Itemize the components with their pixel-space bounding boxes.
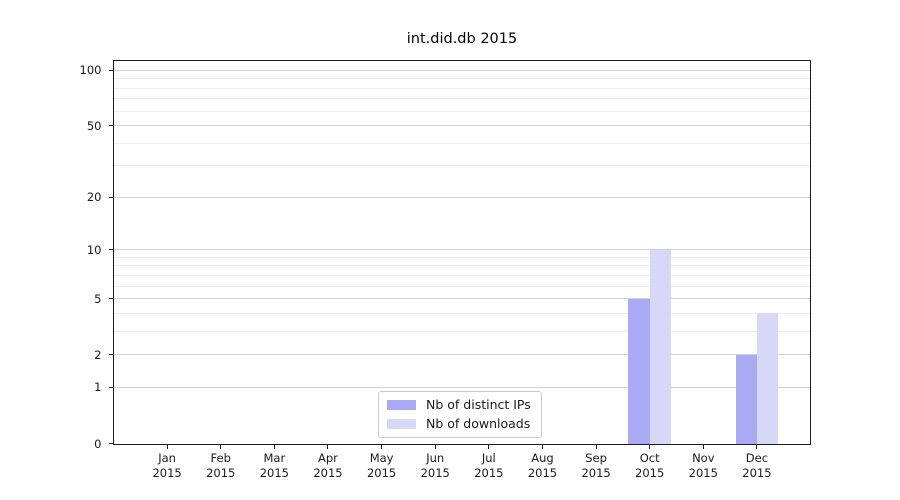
y-tick [109, 196, 113, 198]
legend-label-distinct-ips: Nb of distinct IPs [426, 397, 531, 412]
bar-dec-downloads [756, 313, 779, 445]
y-gridline-minor [114, 285, 810, 287]
x-tick-label: Dec 2015 [742, 450, 772, 481]
x-tick [649, 445, 651, 449]
y-gridline-minor [114, 87, 810, 89]
x-tick-label: Aug 2015 [527, 450, 558, 481]
legend-item-downloads: Nb of downloads [387, 417, 541, 431]
x-tick-label: Jul 2015 [474, 450, 504, 481]
y-tick [109, 125, 113, 127]
x-tick [434, 445, 436, 449]
bar-oct-downloads [649, 249, 672, 445]
x-tick-label: Apr 2015 [313, 450, 343, 481]
x-tick-label: Jan 2015 [152, 450, 182, 481]
legend-swatch-distinct-ips [387, 400, 416, 410]
y-tick-label: 100 [79, 63, 102, 78]
y-gridline-minor [114, 274, 810, 276]
bar-oct-distinct-ips [628, 298, 650, 445]
x-tick-label: May 2015 [366, 450, 397, 481]
x-tick-label: Jun 2015 [420, 450, 450, 481]
x-tick [381, 445, 383, 449]
y-gridline-minor [114, 265, 810, 267]
y-gridline-minor [114, 142, 810, 144]
y-gridline-minor [114, 165, 810, 167]
x-tick [327, 445, 329, 449]
legend-label-downloads: Nb of downloads [426, 416, 531, 431]
bar-dec-distinct-ips [735, 354, 757, 445]
x-tick-label: Nov 2015 [688, 450, 718, 481]
x-tick [488, 445, 490, 449]
y-gridline-minor [114, 78, 810, 80]
y-gridline-major [114, 386, 810, 388]
x-tick [702, 445, 704, 449]
x-tick [595, 445, 597, 449]
y-gridline-major [114, 125, 810, 127]
chart-title: int.did.db 2015 [406, 31, 518, 47]
x-tick-label: Sep 2015 [581, 450, 611, 481]
y-tick-label: 2 [94, 347, 102, 362]
y-gridline-minor [114, 110, 810, 112]
x-tick-label: Oct 2015 [635, 450, 665, 481]
y-gridline-major [114, 196, 810, 198]
x-tick-label: Mar 2015 [259, 450, 289, 481]
y-gridline-minor [114, 256, 810, 258]
y-tick-label: 10 [86, 242, 102, 257]
x-tick [273, 445, 275, 449]
y-gridline-major [114, 249, 810, 251]
legend: Nb of distinct IPs Nb of downloads [378, 391, 542, 438]
y-tick [109, 354, 113, 356]
y-tick [109, 298, 113, 300]
y-tick-label: 20 [86, 190, 102, 205]
x-tick [220, 445, 222, 449]
y-tick-label: 0 [94, 436, 102, 451]
x-tick [541, 445, 543, 449]
legend-item-distinct-ips: Nb of distinct IPs [387, 398, 541, 412]
y-gridline-major [114, 354, 810, 356]
y-tick-label: 5 [94, 291, 102, 306]
y-gridline-minor [114, 330, 810, 332]
x-tick [756, 445, 758, 449]
y-gridline-minor [114, 312, 810, 314]
x-tick-label: Feb 2015 [206, 450, 236, 481]
y-gridline-major [114, 298, 810, 300]
x-tick [166, 445, 168, 449]
y-tick-label: 1 [94, 380, 102, 395]
legend-swatch-downloads [387, 419, 416, 429]
y-tick [109, 386, 113, 388]
y-gridline-minor [114, 98, 810, 100]
y-tick [109, 249, 113, 251]
y-tick-label: 50 [86, 118, 102, 133]
y-tick [109, 443, 113, 444]
y-tick [109, 69, 113, 71]
y-gridline-major [114, 69, 810, 71]
